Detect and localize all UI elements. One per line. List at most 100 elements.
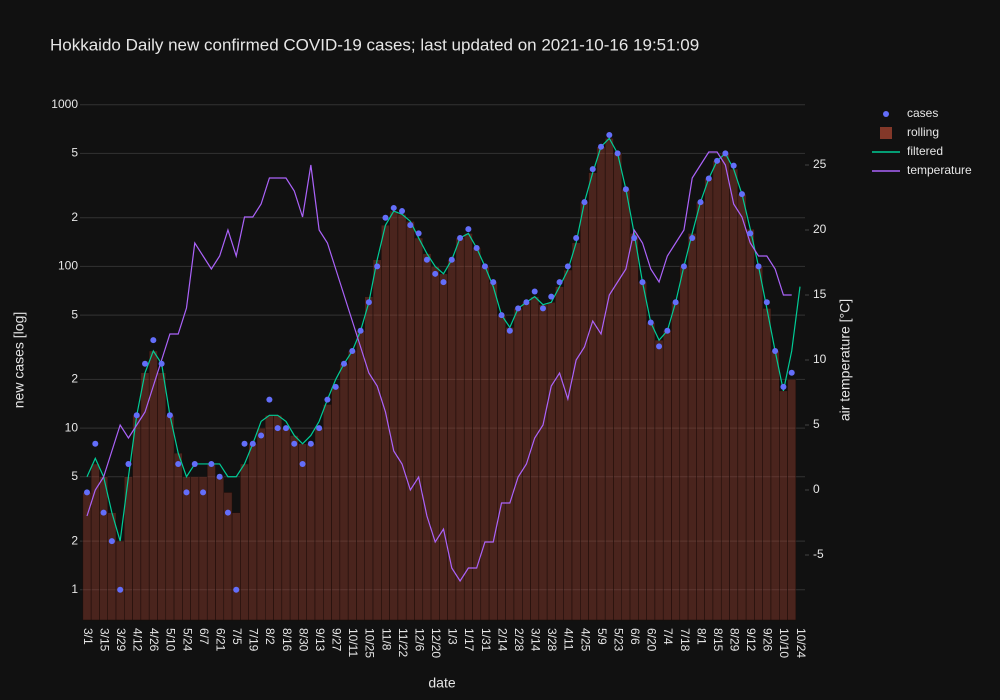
case-point bbox=[639, 279, 646, 286]
y-tick-label: 5 bbox=[71, 469, 78, 483]
y2-tick-label: 15 bbox=[813, 287, 827, 301]
bar bbox=[629, 233, 639, 621]
case-point bbox=[697, 199, 704, 206]
y-tick-label: 2 bbox=[71, 210, 78, 224]
case-point bbox=[274, 425, 281, 432]
bar bbox=[704, 178, 714, 621]
bar bbox=[339, 363, 349, 621]
y2-tick-label: 10 bbox=[813, 352, 827, 366]
case-point bbox=[282, 425, 289, 432]
bar bbox=[198, 476, 208, 621]
case-point bbox=[556, 279, 563, 286]
bar bbox=[397, 214, 407, 621]
bar bbox=[762, 308, 772, 621]
case-point bbox=[133, 412, 140, 419]
bar bbox=[737, 193, 747, 621]
bar bbox=[671, 302, 681, 621]
x-tick-label: 10/11 bbox=[346, 628, 360, 657]
bar bbox=[148, 350, 158, 621]
case-point bbox=[158, 360, 165, 367]
bar bbox=[638, 281, 647, 621]
case-point bbox=[316, 425, 323, 432]
bar bbox=[240, 463, 249, 621]
bar bbox=[298, 443, 307, 621]
x-tick-label: 4/11 bbox=[562, 628, 576, 651]
x-tick-label: 4/26 bbox=[147, 628, 161, 652]
x-tick-label: 8/15 bbox=[711, 628, 725, 652]
bar bbox=[182, 476, 191, 621]
x-tick-label: 10/10 bbox=[777, 628, 791, 658]
bar bbox=[265, 415, 274, 621]
case-point bbox=[680, 263, 687, 270]
bar bbox=[555, 286, 564, 621]
case-point bbox=[332, 383, 339, 390]
case-point bbox=[506, 327, 513, 334]
case-point bbox=[374, 263, 381, 270]
x-tick-label: 11/22 bbox=[396, 628, 410, 657]
x-tick-label: 6/21 bbox=[213, 628, 227, 652]
case-point bbox=[780, 383, 787, 390]
bar bbox=[132, 415, 142, 621]
bar bbox=[99, 476, 108, 621]
bar bbox=[613, 153, 622, 621]
case-point bbox=[722, 150, 729, 157]
case-point bbox=[117, 586, 124, 593]
y-tick-label: 2 bbox=[71, 372, 78, 386]
case-point bbox=[233, 586, 240, 593]
bar bbox=[422, 253, 432, 621]
case-point bbox=[531, 288, 538, 295]
case-point bbox=[241, 440, 248, 447]
bar bbox=[472, 247, 482, 621]
x-tick-label: 8/16 bbox=[280, 628, 294, 652]
bar bbox=[381, 224, 390, 621]
x-tick-label: 5/10 bbox=[164, 628, 178, 652]
case-point bbox=[448, 256, 455, 263]
bar bbox=[687, 233, 697, 621]
case-point bbox=[598, 143, 605, 150]
case-point bbox=[656, 343, 663, 350]
bar bbox=[538, 304, 548, 621]
bar bbox=[497, 314, 506, 621]
case-point bbox=[108, 538, 115, 545]
bar bbox=[787, 379, 797, 621]
case-point bbox=[705, 175, 712, 182]
legend-item: rolling bbox=[880, 125, 939, 139]
case-point bbox=[573, 234, 580, 241]
case-point bbox=[772, 347, 779, 354]
bar bbox=[522, 302, 531, 621]
case-point bbox=[183, 489, 190, 496]
bar bbox=[588, 172, 598, 621]
case-point bbox=[490, 279, 497, 286]
case-point bbox=[473, 244, 480, 251]
legend-symbol bbox=[883, 111, 889, 117]
case-point bbox=[747, 230, 754, 237]
x-tick-label: 3/15 bbox=[97, 628, 111, 652]
y-tick-label: 1000 bbox=[51, 97, 78, 111]
x-tick-label: 7/19 bbox=[247, 628, 261, 652]
bar bbox=[480, 266, 490, 621]
case-point bbox=[614, 150, 621, 157]
case-point bbox=[399, 208, 406, 215]
legend-item: cases bbox=[883, 106, 938, 120]
y-tick-label: 100 bbox=[58, 259, 78, 273]
bar bbox=[248, 443, 258, 621]
bar bbox=[546, 302, 556, 621]
legend-symbol bbox=[880, 127, 892, 139]
case-point bbox=[581, 199, 588, 206]
bar bbox=[596, 146, 606, 621]
x-tick-label: 1/31 bbox=[479, 628, 493, 652]
case-point bbox=[763, 299, 770, 306]
x-tick-label: 7/18 bbox=[678, 628, 692, 652]
bar bbox=[82, 492, 92, 621]
x-tick-label: 3/14 bbox=[529, 628, 543, 652]
bar bbox=[679, 266, 689, 621]
bar bbox=[107, 512, 117, 621]
bar bbox=[654, 339, 664, 621]
bar bbox=[604, 138, 614, 621]
bar bbox=[323, 404, 332, 621]
x-tick-label: 6/20 bbox=[645, 628, 659, 652]
bar bbox=[157, 372, 167, 621]
bar bbox=[439, 273, 448, 621]
